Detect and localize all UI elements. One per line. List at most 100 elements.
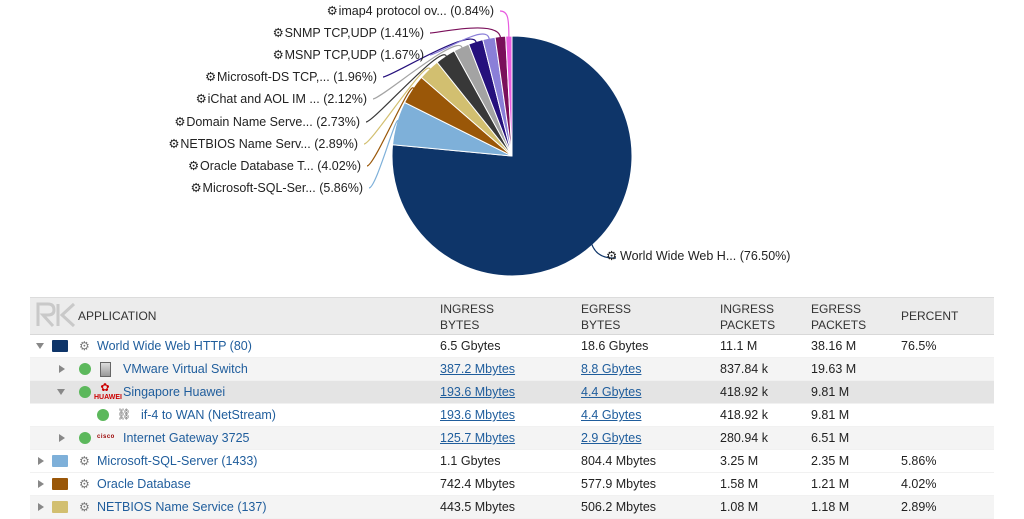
ingress-packets: 837.84 k [720, 362, 768, 376]
huawei-logo-icon: ✿ HUAWEI [94, 382, 122, 402]
ingress-bytes: 443.5 Mbytes [440, 500, 516, 514]
pie-chart: World Wide Web H... (76.50%)⚙Microsoft-S… [168, 4, 790, 277]
percent: 76.5% [901, 339, 937, 353]
slice-label[interactable]: MSNP TCP,UDP (1.67%) [285, 48, 424, 62]
egress-packets: 9.81 M [811, 385, 850, 399]
color-swatch [52, 340, 68, 352]
leader-line [368, 119, 400, 189]
egress-packets: 1.18 M [811, 500, 850, 514]
egress-bytes: 18.6 Gbytes [581, 339, 649, 353]
ingress-packets: 1.58 M [720, 477, 759, 491]
table-row[interactable]: ⚙ Oracle Database 742.4 Mbytes 577.9 Mby… [30, 473, 994, 496]
egress-packets: 6.51 M [811, 431, 850, 445]
col-egress-bytes[interactable]: EGRESS BYTES [581, 302, 632, 332]
triangle-right-icon[interactable] [38, 480, 44, 488]
cisco-logo-icon: cisco [97, 434, 115, 440]
green-status-dot [97, 409, 109, 421]
col-application[interactable]: APPLICATION [78, 309, 157, 323]
triangle-right-icon[interactable] [59, 434, 65, 442]
slice-label[interactable]: imap4 protocol ov... (0.84%) [339, 4, 494, 18]
egress-bytes: 506.2 Mbytes [581, 500, 657, 514]
ingress-bytes-link[interactable]: 125.7 Mbytes [440, 431, 516, 445]
slice-label[interactable]: iChat and AOL IM ... (2.12%) [208, 92, 367, 106]
egress-bytes-link[interactable]: 8.8 Gbytes [581, 362, 642, 376]
green-status-dot [79, 386, 91, 398]
triangle-right-icon[interactable] [38, 457, 44, 465]
ingress-bytes-link[interactable]: 193.6 Mbytes [440, 385, 516, 399]
gear-icon: ⚙ [188, 159, 199, 173]
leader-line [382, 38, 477, 78]
slice-label[interactable]: Domain Name Serve... (2.73%) [186, 115, 360, 129]
col-ingress-packets[interactable]: INGRESS PACKETS [720, 302, 776, 332]
gear-icon: ⚙ [196, 92, 207, 106]
ingress-packets: 11.1 M [720, 339, 758, 353]
application-name[interactable]: Microsoft-SQL-Server (1433) [97, 454, 258, 468]
application-name[interactable]: World Wide Web HTTP (80) [97, 339, 252, 353]
ingress-packets: 1.08 M [720, 500, 759, 514]
ingress-packets: 418.92 k [720, 385, 768, 399]
leader-line [590, 243, 617, 259]
slice-label[interactable]: Microsoft-SQL-Ser... (5.86%) [203, 181, 363, 195]
leader-line [372, 45, 463, 100]
table-row[interactable]: ⛓ if-4 to WAN (NetStream) 193.6 Mbytes 4… [30, 404, 994, 427]
table-row[interactable]: cisco Internet Gateway 3725 125.7 Mbytes… [30, 427, 994, 450]
slice-label[interactable]: World Wide Web H... (76.50%) [620, 249, 790, 263]
egress-bytes: 804.4 Mbytes [581, 454, 657, 468]
device-name[interactable]: Singapore Huawei [123, 385, 226, 399]
col-egress-packets[interactable]: EGRESS PACKETS [811, 302, 867, 332]
slice-label[interactable]: Microsoft-DS TCP,... (1.96%) [217, 70, 377, 84]
application-name[interactable]: Oracle Database [97, 477, 191, 491]
egress-packets: 38.16 M [811, 339, 857, 353]
gear-icon: ⚙ [205, 70, 216, 84]
gear-icon: ⚙ [168, 137, 179, 151]
egress-packets: 2.35 M [811, 454, 850, 468]
gear-icon: ⚙ [273, 26, 284, 40]
triangle-down-icon[interactable] [36, 343, 44, 349]
ingress-bytes: 1.1 Gbytes [440, 454, 501, 468]
slice-label[interactable]: SNMP TCP,UDP (1.41%) [285, 26, 424, 40]
color-swatch [52, 478, 68, 490]
table-row[interactable]: ⚙ Microsoft-SQL-Server (1433) 1.1 Gbytes… [30, 450, 994, 473]
table-row[interactable]: ✿ HUAWEI Singapore Huawei 193.6 Mbytes 4.… [30, 381, 994, 404]
ingress-bytes-link[interactable]: 193.6 Mbytes [440, 408, 516, 422]
percent: 2.89% [901, 500, 937, 514]
table-row[interactable]: VMware Virtual Switch 387.2 Mbytes 8.8 G… [30, 358, 994, 381]
egress-bytes-link[interactable]: 4.4 Gbytes [581, 385, 642, 399]
triangle-right-icon[interactable] [59, 365, 65, 373]
ingress-packets: 418.92 k [720, 408, 768, 422]
gear-icon: ⚙ [79, 477, 90, 491]
ingress-packets: 280.94 k [720, 431, 768, 445]
application-name[interactable]: NETBIOS Name Service (137) [97, 500, 267, 514]
slice-label[interactable]: Oracle Database T... (4.02%) [200, 159, 361, 173]
gear-icon: ⚙ [79, 500, 90, 514]
green-status-dot [79, 363, 91, 375]
egress-bytes-link[interactable]: 2.9 Gbytes [581, 431, 642, 445]
leader-line [365, 54, 448, 123]
egress-bytes: 577.9 Mbytes [581, 477, 657, 491]
table-row[interactable]: ⚙ NETBIOS Name Service (137) 443.5 Mbyte… [30, 496, 994, 519]
gear-icon: ⚙ [606, 249, 617, 263]
device-name[interactable]: VMware Virtual Switch [123, 362, 248, 376]
egress-packets: 19.63 M [811, 362, 857, 376]
green-status-dot [79, 432, 91, 444]
network-interface-icon: ⛓ [117, 409, 131, 421]
device-name[interactable]: Internet Gateway 3725 [123, 431, 250, 445]
egress-bytes-link[interactable]: 4.4 Gbytes [581, 408, 642, 422]
vmware-switch-icon [100, 362, 111, 377]
col-ingress-bytes[interactable]: INGRESS BYTES [440, 302, 495, 332]
egress-packets: 9.81 M [811, 408, 850, 422]
leader-line [429, 33, 490, 56]
application-table: APPLICATION INGRESS BYTES EGRESS BYTES ING… [30, 297, 994, 519]
interface-name[interactable]: if-4 to WAN (NetStream) [141, 408, 276, 422]
col-percent[interactable]: PERCENT [901, 309, 959, 323]
triangle-right-icon[interactable] [38, 503, 44, 511]
leader-line [499, 10, 510, 39]
percent: 5.86% [901, 454, 937, 468]
egress-packets: 1.21 M [811, 477, 850, 491]
table-row[interactable]: ⚙ World Wide Web HTTP (80) 6.5 Gbytes 18… [30, 335, 994, 358]
gear-icon: ⚙ [191, 181, 202, 195]
leader-line [363, 67, 431, 145]
slice-label[interactable]: NETBIOS Name Serv... (2.89%) [180, 137, 358, 151]
triangle-down-icon[interactable] [57, 389, 65, 395]
ingress-bytes-link[interactable]: 387.2 Mbytes [440, 362, 516, 376]
